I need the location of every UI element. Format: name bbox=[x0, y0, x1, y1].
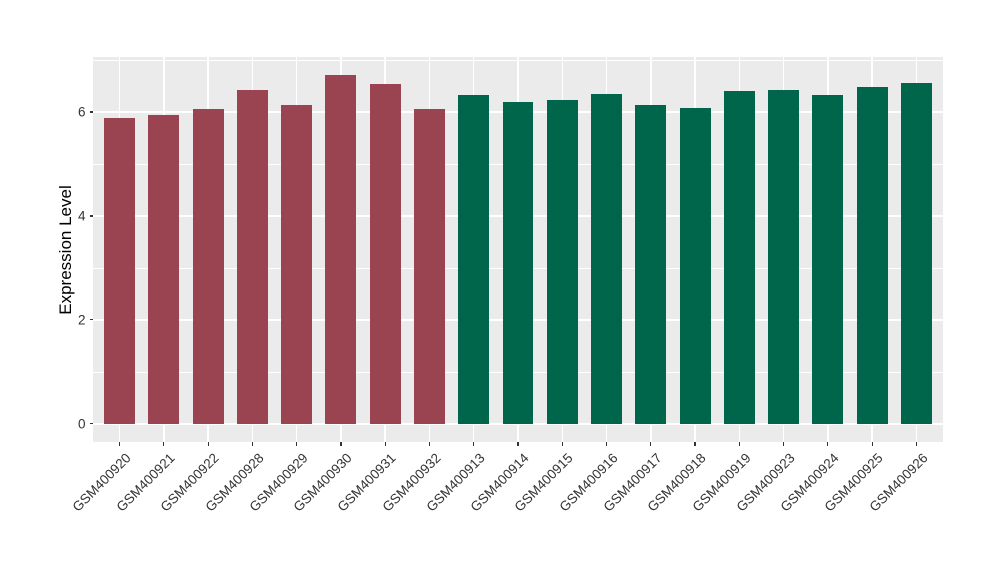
x-tick-mark bbox=[517, 442, 519, 446]
y-tick-mark bbox=[89, 319, 93, 321]
x-tick-mark bbox=[163, 442, 165, 446]
x-tick-mark bbox=[915, 442, 918, 446]
y-tick-mark bbox=[89, 111, 93, 113]
bar-GSM400914 bbox=[502, 102, 534, 424]
x-tick-mark bbox=[473, 442, 475, 446]
bar-GSM400931 bbox=[369, 84, 401, 424]
x-tick-mark bbox=[650, 442, 652, 446]
x-tick-mark bbox=[738, 442, 740, 446]
x-tick-mark bbox=[251, 442, 253, 446]
y-tick-label: 4 bbox=[77, 208, 86, 224]
y-tick-label: 0 bbox=[77, 416, 86, 432]
bar-GSM400917 bbox=[635, 104, 667, 424]
x-tick-mark bbox=[694, 442, 696, 446]
plot-panel bbox=[93, 57, 943, 442]
bar-GSM400924 bbox=[812, 94, 844, 424]
bar-GSM400918 bbox=[679, 107, 711, 424]
bar-GSM400915 bbox=[546, 100, 578, 424]
x-tick-mark bbox=[561, 442, 563, 446]
x-tick-mark bbox=[783, 442, 785, 446]
x-tick-mark bbox=[871, 442, 873, 446]
y-axis-title: Expression Level bbox=[56, 184, 75, 315]
bar-GSM400929 bbox=[281, 104, 313, 424]
bar-GSM400932 bbox=[413, 108, 445, 424]
bar-GSM400919 bbox=[723, 90, 755, 424]
bar-GSM400922 bbox=[192, 109, 224, 424]
bar-GSM400930 bbox=[325, 74, 357, 424]
y-tick-label: 6 bbox=[77, 104, 86, 120]
bar-GSM400913 bbox=[458, 95, 490, 424]
x-tick-mark bbox=[340, 442, 342, 446]
bar-GSM400920 bbox=[104, 117, 136, 424]
x-tick-mark bbox=[207, 442, 209, 446]
y-tick-label: 2 bbox=[77, 312, 86, 328]
bar-GSM400928 bbox=[236, 89, 268, 424]
x-tick-mark bbox=[605, 442, 608, 446]
bar-GSM400921 bbox=[148, 114, 180, 424]
x-tick-mark bbox=[118, 442, 121, 446]
x-tick-mark bbox=[384, 442, 386, 446]
x-tick-mark bbox=[296, 442, 298, 446]
x-tick-mark bbox=[428, 442, 431, 446]
bar-GSM400923 bbox=[768, 89, 800, 424]
x-tick-mark bbox=[827, 442, 829, 446]
y-tick-mark bbox=[89, 215, 93, 217]
bar-GSM400926 bbox=[900, 83, 932, 424]
bar-GSM400916 bbox=[591, 94, 623, 424]
y-tick-mark bbox=[89, 423, 93, 425]
bar-GSM400925 bbox=[856, 86, 888, 424]
